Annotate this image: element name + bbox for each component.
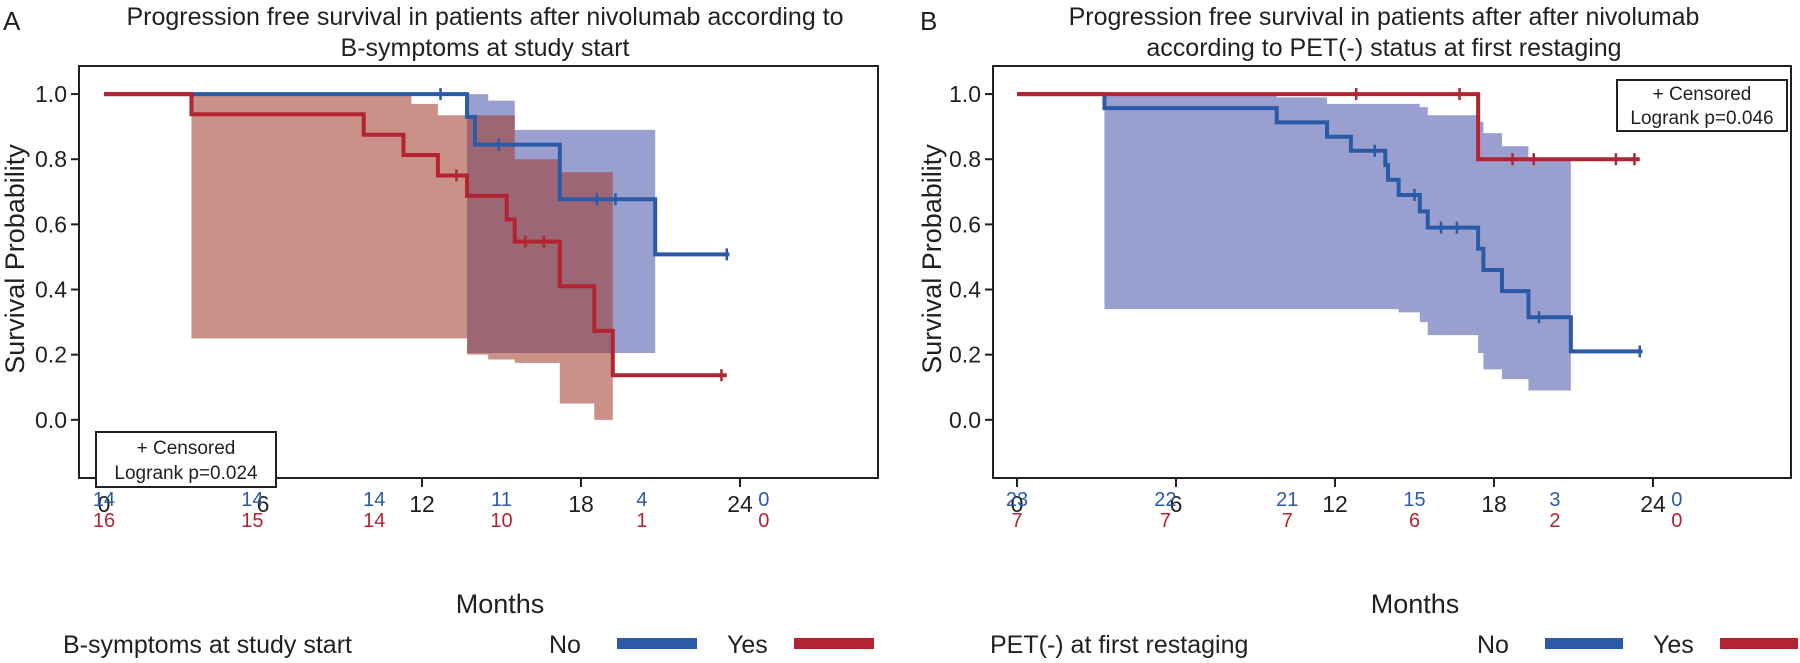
y-tick-label: 0.4 — [949, 277, 981, 303]
risk-count-yes: 7 — [1160, 510, 1171, 532]
y-axis-label: Survival Probability — [0, 144, 30, 374]
y-tick-label: 0.8 — [35, 146, 67, 172]
chart-title-line-1: Progression free survival in patients af… — [1069, 3, 1700, 31]
risk-count-yes: 15 — [241, 510, 263, 532]
legend-label-yes: Yes — [727, 631, 768, 659]
x-tick-label: 24 — [727, 491, 753, 517]
x-tick-label: 12 — [409, 491, 435, 517]
risk-count-no: 15 — [1403, 489, 1425, 511]
censor-note: + Censored Logrank p=0.046 — [1616, 79, 1788, 132]
note-box — [95, 431, 277, 488]
y-tick-label: 1.0 — [35, 81, 67, 107]
y-tick-label: 1.0 — [949, 81, 981, 107]
risk-count-no: 14 — [363, 489, 385, 511]
y-tick-label: 0.0 — [949, 407, 981, 433]
note-box — [1616, 79, 1788, 132]
risk-count-yes: 6 — [1409, 510, 1420, 532]
risk-count-yes: 2 — [1549, 510, 1560, 532]
panel-b: B Progression free survival in patients … — [917, 3, 1798, 659]
ci-band-yes — [191, 94, 613, 420]
curve-layer — [1017, 88, 1643, 358]
risk-count-no: 11 — [491, 489, 512, 511]
x-tick-label: 12 — [1322, 491, 1348, 517]
chart-title-line-2: according to PET(-) status at first rest… — [1146, 34, 1621, 62]
risk-count-no: 3 — [1549, 489, 1560, 511]
note-logrank: Logrank p=0.046 — [1630, 108, 1773, 129]
legend-swatch-yes — [1720, 638, 1798, 649]
y-tick-label: 0.2 — [949, 342, 981, 368]
x-axis-label: Months — [1371, 589, 1460, 619]
risk-count-no: 0 — [758, 489, 769, 511]
series-line-no — [104, 92, 730, 257]
risk-count-no: 0 — [1671, 489, 1682, 511]
ci-layer — [1104, 94, 1571, 407]
x-tick-label: 24 — [1640, 491, 1666, 517]
y-tick-label: 0.6 — [949, 211, 981, 237]
legend-label-no: No — [1477, 631, 1509, 659]
risk-table: 23 22 21 15 3 07 7 7 6 2 0 — [1006, 489, 1683, 532]
series-line-yes — [104, 92, 727, 378]
legend-label-yes: Yes — [1653, 631, 1694, 659]
legend-title: PET(-) at first restaging — [990, 631, 1248, 659]
risk-count-no: 4 — [636, 489, 647, 511]
risk-count-yes: 7 — [1011, 510, 1022, 532]
legend-swatch-yes — [794, 638, 874, 649]
risk-count-no: 22 — [1154, 489, 1176, 511]
risk-count-no: 14 — [93, 489, 115, 511]
y-tick-label: 0.2 — [35, 342, 67, 368]
chart-title-line-1: Progression free survival in patients af… — [126, 3, 843, 31]
series-line-yes — [1017, 92, 1640, 162]
panel-a: A Progression free survival in patients … — [0, 3, 879, 659]
plot-frame — [992, 65, 1792, 479]
chart-title-line-2: B-symptoms at study start — [341, 34, 630, 62]
legend-swatch-no — [1545, 638, 1623, 649]
ci-layer — [191, 94, 656, 420]
legend: PET(-) at first restaging No Yes — [990, 631, 1798, 659]
x-tick-label: 18 — [568, 491, 594, 517]
risk-count-yes: 16 — [93, 510, 115, 532]
legend: B-symptoms at study start No Yes — [63, 631, 874, 659]
y-tick-label: 0.6 — [35, 211, 67, 237]
risk-table: 14 14 14 11 4 016 15 14 10 1 0 — [93, 489, 770, 532]
legend-label-no: No — [549, 631, 581, 659]
series-line-no — [1017, 92, 1643, 354]
panel-letter: A — [3, 6, 21, 36]
plot-frame — [78, 65, 879, 479]
risk-count-no: 21 — [1276, 489, 1298, 511]
axis-layer: 0.0 0.2 0.4 0.6 0.8 1.0 0 6 12 18 24 — [35, 81, 753, 517]
y-tick-label: 0.4 — [35, 277, 67, 303]
legend-swatch-no — [617, 638, 697, 649]
x-tick-label: 6 — [257, 491, 270, 517]
risk-count-yes: 1 — [636, 510, 647, 532]
risk-count-yes: 0 — [1671, 510, 1682, 532]
risk-count-no: 23 — [1006, 489, 1028, 511]
legend-title: B-symptoms at study start — [63, 631, 352, 659]
risk-count-yes: 7 — [1282, 510, 1293, 532]
ci-band-no — [1104, 94, 1571, 407]
risk-count-no: 14 — [241, 489, 263, 511]
risk-count-yes: 14 — [363, 510, 385, 532]
panel-letter: B — [920, 6, 937, 36]
risk-count-yes: 0 — [758, 510, 769, 532]
x-tick-label: 6 — [1170, 491, 1183, 517]
note-censored: + Censored — [137, 438, 236, 459]
curve-layer — [104, 88, 730, 382]
note-censored: + Censored — [1653, 84, 1752, 105]
risk-count-yes: 10 — [490, 510, 512, 532]
axis-layer: 0.0 0.2 0.4 0.6 0.8 1.0 0 6 12 18 24 — [949, 81, 1666, 517]
censor-note: + Censored Logrank p=0.024 — [95, 431, 277, 488]
x-axis-label: Months — [456, 589, 545, 619]
y-tick-label: 0.0 — [35, 407, 67, 433]
x-tick-label: 18 — [1481, 491, 1507, 517]
x-tick-label: 0 — [1011, 491, 1024, 517]
x-tick-label: 0 — [98, 491, 111, 517]
y-tick-label: 0.8 — [949, 146, 981, 172]
note-logrank: Logrank p=0.024 — [114, 463, 258, 484]
y-axis-label: Survival Probability — [917, 144, 947, 374]
